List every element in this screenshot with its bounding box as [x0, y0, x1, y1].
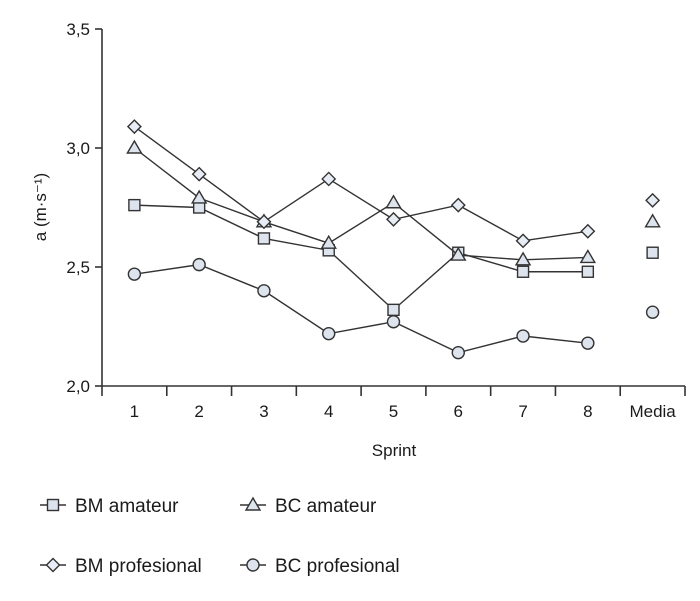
series-layer [126, 119, 661, 360]
media-point [645, 192, 661, 208]
data-point [191, 166, 207, 182]
data-point [579, 249, 597, 264]
data-point [515, 233, 531, 249]
y-tick-label: 2,5 [66, 258, 90, 277]
data-point [128, 198, 141, 212]
series-bc-profesional [127, 257, 660, 360]
legend-marker [244, 496, 262, 511]
series-line [134, 204, 588, 311]
legend-item: BC profesional [240, 556, 400, 577]
data-point [514, 251, 532, 266]
data-point [192, 257, 206, 272]
data-point [581, 336, 595, 350]
x-axis: 1 2 3 4 5 6 7 8 Media [101, 385, 686, 421]
data-point [387, 303, 400, 317]
y-tick-label: 3,5 [66, 20, 90, 39]
legend-item: BM amateur [40, 496, 179, 517]
y-tick-label: 3,0 [66, 139, 90, 158]
x-tick-label: Media [629, 402, 676, 421]
series-line [133, 126, 588, 242]
x-tick-label: 2 [194, 402, 203, 421]
data-point [450, 197, 466, 213]
legend-marker [45, 557, 61, 573]
legend-label: BC profesional [275, 556, 400, 577]
data-point [580, 223, 596, 239]
x-tick-label: 1 [130, 402, 139, 421]
legend-item: BM profesional [40, 556, 202, 577]
data-point [257, 232, 271, 245]
x-tick-label: 5 [389, 402, 398, 421]
data-point [516, 329, 530, 343]
media-point [644, 213, 661, 228]
y-axis: 2,0 2,5 3,0 3,5 [66, 20, 103, 396]
data-point [581, 265, 595, 278]
data-point [516, 265, 530, 278]
legend-marker [46, 498, 60, 512]
data-point [127, 267, 142, 281]
series-line [133, 147, 588, 261]
media-point [646, 246, 659, 259]
series-bc-amateur [126, 139, 661, 266]
data-point [450, 246, 467, 261]
media-point [645, 305, 660, 319]
y-tick-label: 2,0 [66, 377, 90, 396]
legend-label: BM amateur [75, 496, 179, 517]
data-point [385, 194, 402, 209]
x-tick-label: 7 [518, 402, 527, 421]
x-tick-label: 8 [583, 402, 592, 421]
legend: BM amateur BC amateur BM profesional BC pro… [40, 496, 400, 577]
series-bm-amateur [128, 198, 659, 317]
data-point [126, 119, 142, 135]
data-point [321, 171, 337, 187]
legend-marker [246, 558, 260, 572]
x-tick-label: 6 [454, 402, 463, 421]
data-point [190, 189, 208, 204]
data-point [386, 211, 401, 227]
data-point [320, 234, 337, 249]
series-bm-profesional [126, 119, 661, 249]
x-tick-label: 4 [324, 402, 333, 421]
data-point [126, 139, 143, 154]
legend-item: BC amateur [240, 496, 377, 517]
legend-label: BC amateur [275, 496, 377, 517]
data-point [386, 315, 401, 329]
series-line [134, 263, 588, 354]
y-axis-title: a (m·s⁻¹) [31, 173, 50, 241]
x-tick-label: 3 [259, 402, 268, 421]
x-axis-title: Sprint [372, 441, 417, 460]
legend-label: BM profesional [75, 556, 202, 577]
data-point [451, 345, 465, 360]
data-point [322, 326, 336, 341]
data-point [256, 214, 272, 230]
data-point [257, 284, 271, 298]
